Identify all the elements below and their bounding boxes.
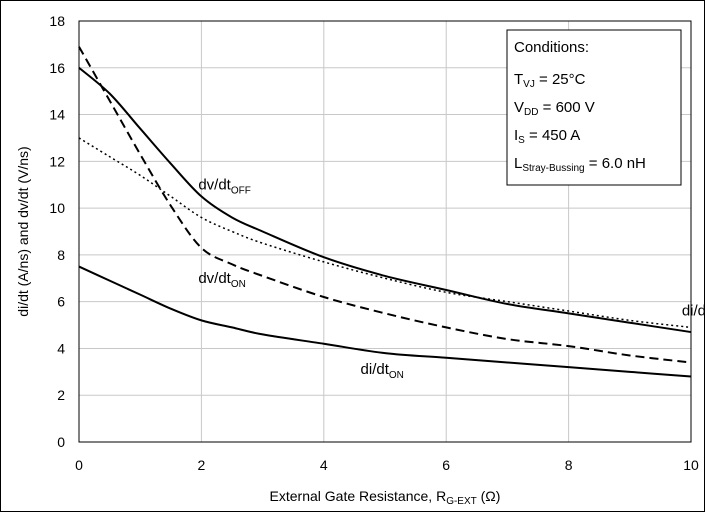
- x-tick-label: 4: [320, 457, 328, 473]
- annotation-label: dv/dtOFF: [198, 176, 251, 196]
- condition-symbol: I: [514, 127, 518, 144]
- plot-area: [78, 20, 692, 443]
- y-tick-label: 8: [57, 247, 65, 263]
- conditions-title: Conditions:: [514, 39, 589, 56]
- condition-line: IS = 450 A: [514, 127, 580, 146]
- condition-subscript: S: [518, 135, 525, 146]
- y-tick-label: 2: [57, 387, 65, 403]
- x-axis-ticks: 0 2 4 6 8 10: [75, 457, 699, 473]
- condition-value: = 600 V: [538, 99, 594, 116]
- y-tick-label: 0: [57, 434, 65, 450]
- y-axis-title: di/dt (A/ns) and dv/dt (V/ns): [15, 146, 31, 316]
- y-tick-label: 12: [49, 153, 65, 169]
- condition-symbol: L: [514, 155, 522, 172]
- condition-line: TVJ = 25°C: [514, 71, 586, 90]
- x-tick-label: 6: [442, 457, 450, 473]
- condition-subscript: Stray-Bussing: [522, 163, 584, 174]
- annotation-sub: ON: [389, 370, 404, 381]
- conditions-box-border: [506, 29, 682, 186]
- x-axis-title-unit: (Ω): [477, 488, 501, 504]
- conditions-box: Conditions: TVJ = 25°C VDD = 600 V IS = 45…: [506, 29, 682, 186]
- annotation-label: dv/dtON: [198, 270, 246, 290]
- annotation-main: di/dt: [682, 303, 705, 320]
- x-tick-label: 0: [75, 457, 83, 473]
- annotation-label: di/dtON: [361, 361, 404, 381]
- y-tick-label: 18: [49, 13, 65, 29]
- condition-value: = 6.0 nH: [585, 155, 646, 172]
- annotation-main: di/dt: [361, 361, 390, 378]
- y-tick-label: 14: [49, 107, 65, 123]
- annotation-main: dv/dt: [198, 270, 231, 287]
- series-lines: [78, 46, 692, 378]
- condition-line: VDD = 600 V: [514, 99, 595, 118]
- y-tick-label: 10: [49, 200, 65, 216]
- x-axis-title-main: External Gate Resistance, R: [270, 488, 447, 504]
- x-tick-label: 2: [198, 457, 206, 473]
- series-line-1: [78, 46, 692, 364]
- condition-subscript: VJ: [523, 79, 535, 90]
- series-line-3: [78, 265, 692, 378]
- condition-symbol: T: [514, 71, 523, 88]
- annotation-label: di/dtOFF: [682, 303, 705, 323]
- condition-subscript: DD: [524, 107, 538, 118]
- annotation-sub: ON: [231, 279, 246, 290]
- x-tick-label: 8: [565, 457, 573, 473]
- condition-value: = 25°C: [535, 71, 586, 88]
- x-axis-title-sub: G-EXT: [446, 496, 477, 507]
- annotation-sub: OFF: [231, 185, 251, 196]
- annotation-main: dv/dt: [198, 176, 231, 193]
- y-tick-label: 6: [57, 294, 65, 310]
- condition-symbol: V: [514, 99, 524, 116]
- series-line-2: [78, 137, 692, 329]
- y-axis-ticks: 0 2 4 6 8 10 12 14 16 18: [49, 13, 65, 450]
- condition-value: = 450 A: [525, 127, 580, 144]
- x-axis-title: External Gate Resistance, RG-EXT (Ω): [270, 488, 501, 507]
- series-line-0: [78, 67, 692, 334]
- x-tick-label: 10: [683, 457, 699, 473]
- condition-line: LStray-Bussing = 6.0 nH: [514, 155, 646, 174]
- y-tick-label: 16: [49, 60, 65, 76]
- y-tick-label: 4: [57, 340, 65, 356]
